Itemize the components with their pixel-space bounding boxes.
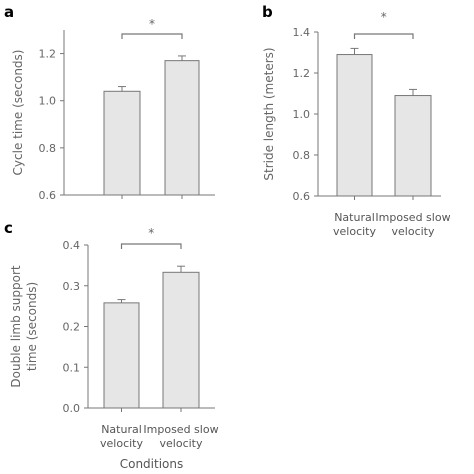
y-axis-title: Double limb support [9, 265, 23, 387]
y-axis-title: Cycle time (seconds) [11, 50, 25, 176]
bar [103, 302, 140, 409]
significance-bracket [121, 33, 183, 39]
significance-bracket [353, 33, 414, 39]
y-axis-title: Stride length (meters) [262, 47, 276, 180]
bar [336, 54, 373, 197]
y-tick-label: 0.0 [63, 402, 81, 415]
panel-letter: c [4, 219, 13, 237]
significance-star: * [149, 17, 155, 31]
bar [394, 95, 432, 197]
category-label-line: Imposed slow [143, 423, 218, 436]
bar [164, 60, 200, 196]
y-tick-label: 0.8 [39, 142, 57, 155]
y-tick-label: 0.1 [63, 361, 81, 374]
y-tick-label: 0.6 [39, 189, 57, 202]
panel-letter: b [262, 3, 273, 21]
category-label-line: Natural [101, 423, 142, 436]
category-label-line: velocity [392, 225, 435, 238]
category-label-line: Imposed slow [375, 211, 450, 224]
category-label: Natural velocity [333, 211, 376, 238]
panel-a: a 0.6 0.8 1.0 1.2 * Cycle time (seconds) [4, 3, 215, 202]
y-tick-label: 1.0 [39, 95, 57, 108]
y-tick-label: 0.3 [63, 280, 81, 293]
y-tick-label: 0.2 [63, 321, 81, 334]
y-tick-label: 1.2 [293, 67, 311, 80]
significance-star: * [381, 10, 387, 24]
category-label-line: velocity [160, 437, 203, 450]
category-label-line: velocity [333, 225, 376, 238]
significance-bracket [120, 243, 182, 249]
y-tick-label: 0.4 [63, 239, 81, 252]
category-label-line: velocity [100, 437, 143, 450]
y-axis-title: time (seconds) [25, 282, 39, 371]
y-tick-label: 1.2 [39, 48, 57, 61]
category-label: Imposed slow velocity [143, 423, 218, 450]
category-label: Natural velocity [100, 423, 143, 450]
bar [162, 271, 200, 409]
y-tick-label: 0.6 [293, 190, 311, 203]
category-label: Imposed slow velocity [375, 211, 450, 238]
x-axis-title: Conditions [120, 457, 184, 471]
significance-star: * [148, 226, 154, 240]
category-label-line: Natural [334, 211, 375, 224]
y-tick-label: 1.4 [293, 26, 311, 39]
y-tick-label: 1.0 [293, 108, 311, 121]
y-tick-label: 0.8 [293, 149, 311, 162]
bar [103, 90, 141, 196]
panel-letter: a [4, 3, 14, 21]
